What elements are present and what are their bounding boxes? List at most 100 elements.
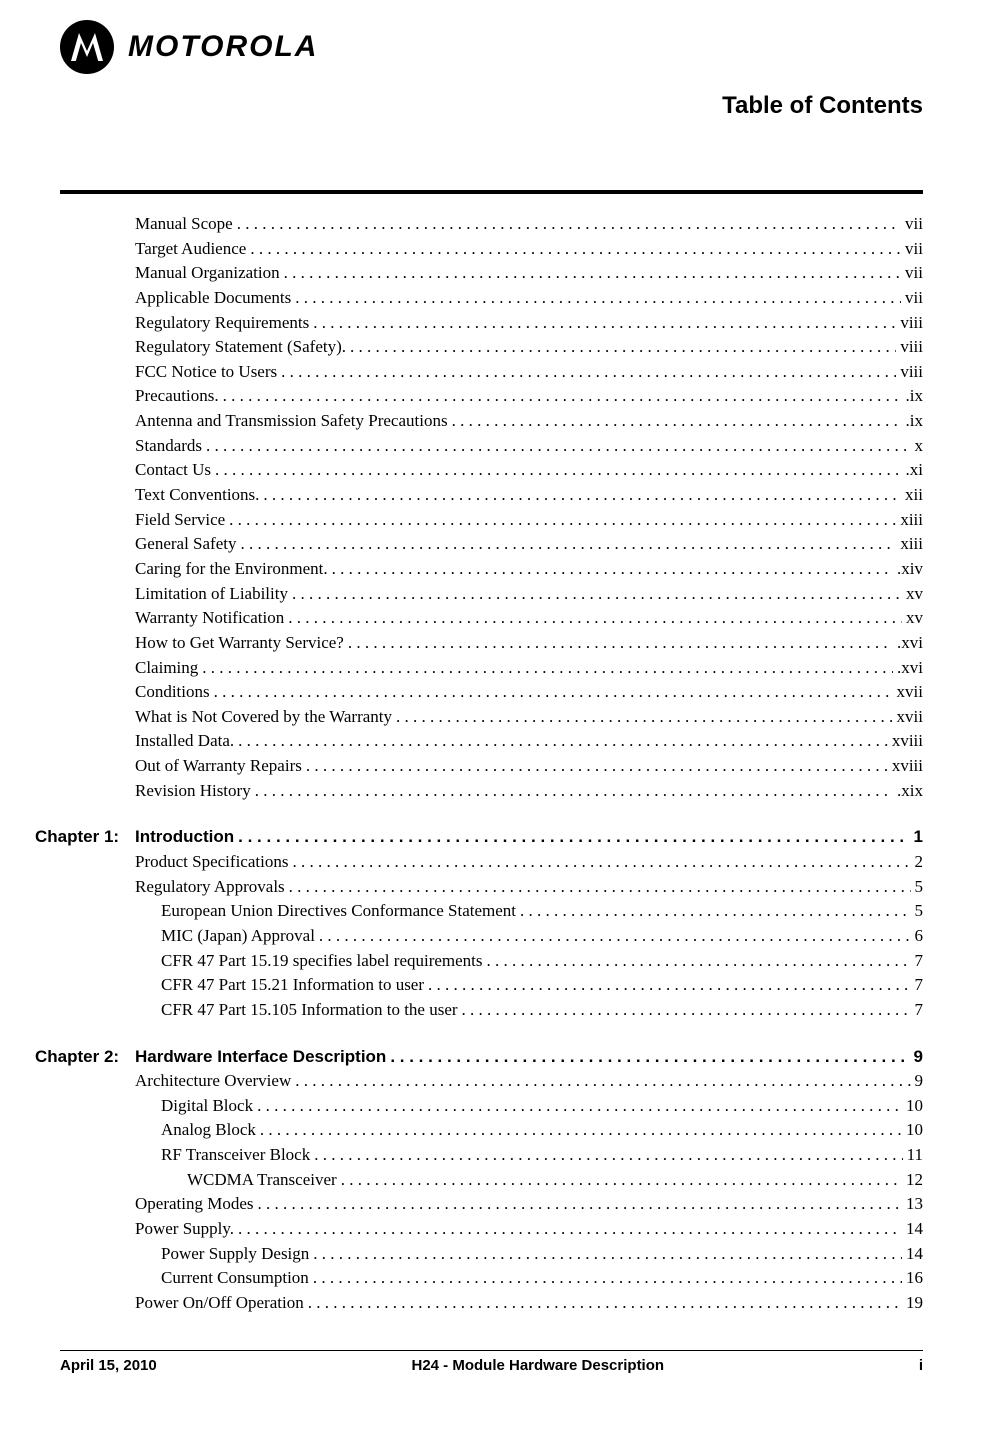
toc-entry: Current Consumption16	[135, 1266, 923, 1291]
toc-entry: Operating Modes 13	[135, 1192, 923, 1217]
toc-entry-page: 7	[915, 949, 924, 974]
toc-leader	[341, 1168, 902, 1193]
toc-entry-label: FCC Notice to Users	[135, 360, 277, 385]
toc-entry-page: xiii	[900, 508, 923, 533]
toc-entry-page: 7	[915, 998, 924, 1023]
toc-leader	[348, 631, 893, 656]
toc-entry: Product Specifications 2	[135, 850, 923, 875]
toc-entry: Conditionsxvii	[135, 680, 923, 705]
toc-leader	[238, 729, 888, 754]
toc-entry-label: Analog Block	[135, 1118, 256, 1143]
toc-entry: Precautions..ix	[135, 384, 923, 409]
toc-entry-page: 5	[915, 875, 924, 900]
brand-wordmark: MOTOROLA	[128, 30, 318, 64]
toc-leader	[250, 237, 901, 262]
toc-entry-label: CFR 47 Part 15.105 Information to the us…	[135, 998, 458, 1023]
toc-entry: MIC (Japan) Approval6	[135, 924, 923, 949]
toc-entry: Claiming.xvi	[135, 656, 923, 681]
toc-leader	[295, 1069, 910, 1094]
toc-entry: Limitation of Liabilityxv	[135, 582, 923, 607]
toc-entry-page: 13	[906, 1192, 923, 1217]
page-header: MOTOROLA	[60, 20, 923, 74]
toc-entry-label: Manual Organization	[135, 261, 280, 286]
toc-entry-page: 12	[906, 1168, 923, 1193]
toc-leader	[487, 949, 911, 974]
toc-entry-page: xv	[906, 606, 923, 631]
toc-leader	[350, 335, 896, 360]
toc-entry-page: .xi	[906, 458, 923, 483]
toc-entry-label: Antenna and Transmission Safety Precauti…	[135, 409, 448, 434]
toc-entry-label: Revision History	[135, 779, 251, 804]
toc-entry-page: .ix	[906, 409, 923, 434]
toc-entry: Power On/Off Operation19	[135, 1291, 923, 1316]
toc-chapter-prefix: Chapter 1:	[35, 825, 135, 850]
toc-leader	[313, 311, 896, 336]
toc-leader	[390, 1045, 909, 1070]
toc-leader	[314, 1143, 902, 1168]
toc-entry-page: vii	[905, 261, 923, 286]
toc-entry: CFR 47 Part 15.105 Information to the us…	[135, 998, 923, 1023]
toc-leader	[292, 850, 910, 875]
toc-leader	[428, 973, 910, 998]
toc-entry: Out of Warranty Repairsxviii	[135, 754, 923, 779]
footer-date: April 15, 2010	[60, 1357, 157, 1374]
toc-entry-page: vii	[905, 286, 923, 311]
toc-leader	[202, 656, 893, 681]
toc-front-matter: Manual ScopeviiTarget AudienceviiManual …	[135, 212, 923, 803]
toc-leader	[295, 286, 901, 311]
toc-leader	[288, 606, 902, 631]
toc-leader	[313, 1266, 902, 1291]
toc-entry-page: xv	[906, 582, 923, 607]
toc-leader	[284, 261, 901, 286]
page: MOTOROLA Table of Contents Manual Scopev…	[0, 0, 983, 1404]
toc-chapters: Chapter 1:Introduction1Product Specifica…	[135, 825, 923, 1315]
toc-entry: Revision History.xix	[135, 779, 923, 804]
toc-entry-label: Regulatory Approvals	[135, 875, 285, 900]
toc-entry-label: Regulatory Requirements	[135, 311, 309, 336]
toc-leader	[292, 582, 902, 607]
title-rule	[60, 190, 923, 194]
toc-entry-label: How to Get Warranty Service?	[135, 631, 344, 656]
toc-leader	[214, 680, 893, 705]
toc-entry: Standardsx	[135, 434, 923, 459]
toc-entry-label: WCDMA Transceiver	[135, 1168, 337, 1193]
toc-entry-label: Warranty Notification	[135, 606, 284, 631]
toc-entry-page: xvii	[897, 705, 923, 730]
toc-entry: Power Supply.14	[135, 1217, 923, 1242]
toc-leader	[332, 557, 893, 582]
table-of-contents: Manual ScopeviiTarget AudienceviiManual …	[135, 212, 923, 1316]
toc-leader	[206, 434, 910, 459]
toc-entry: Regulatory Requirementsviii	[135, 311, 923, 336]
toc-chapter-title: Introduction	[135, 825, 234, 850]
toc-entry-page: 10	[906, 1094, 923, 1119]
toc-leader	[215, 458, 901, 483]
toc-entry-label: Product Specifications	[135, 850, 288, 875]
toc-entry-label: Contact Us	[135, 458, 211, 483]
toc-chapter-heading: Chapter 2:Hardware Interface Description…	[35, 1045, 923, 1070]
toc-entry: What is Not Covered by the Warrantyxvii	[135, 705, 923, 730]
toc-entry-page: viii	[900, 335, 923, 360]
toc-entry-page: 19	[906, 1291, 923, 1316]
toc-entry-label: RF Transceiver Block	[135, 1143, 310, 1168]
toc-entry: Text Conventions.xii	[135, 483, 923, 508]
toc-entry-page: 11	[907, 1143, 923, 1168]
toc-entry: Architecture Overview9	[135, 1069, 923, 1094]
toc-entry-page: xviii	[892, 729, 923, 754]
toc-leader	[281, 360, 896, 385]
toc-entry: CFR 47 Part 15.19 specifies label requir…	[135, 949, 923, 974]
toc-chapter: Chapter 1:Introduction1Product Specifica…	[135, 825, 923, 1022]
toc-entry: Analog Block10	[135, 1118, 923, 1143]
footer-rule	[60, 1350, 923, 1351]
toc-entry-page: 2	[915, 850, 924, 875]
toc-entry-label: Digital Block	[135, 1094, 253, 1119]
toc-entry-label: Applicable Documents	[135, 286, 291, 311]
toc-entry-label: Power Supply Design	[135, 1242, 309, 1267]
toc-entry-label: Target Audience	[135, 237, 246, 262]
page-title: Table of Contents	[60, 92, 923, 120]
toc-entry: Warranty Notification xv	[135, 606, 923, 631]
motorola-m-icon	[60, 20, 114, 74]
toc-entry-page: .ix	[906, 384, 923, 409]
toc-chapter-title: Hardware Interface Description	[135, 1045, 386, 1070]
footer-doc: H24 - Module Hardware Description	[412, 1357, 665, 1374]
toc-entry-label: Operating Modes	[135, 1192, 254, 1217]
